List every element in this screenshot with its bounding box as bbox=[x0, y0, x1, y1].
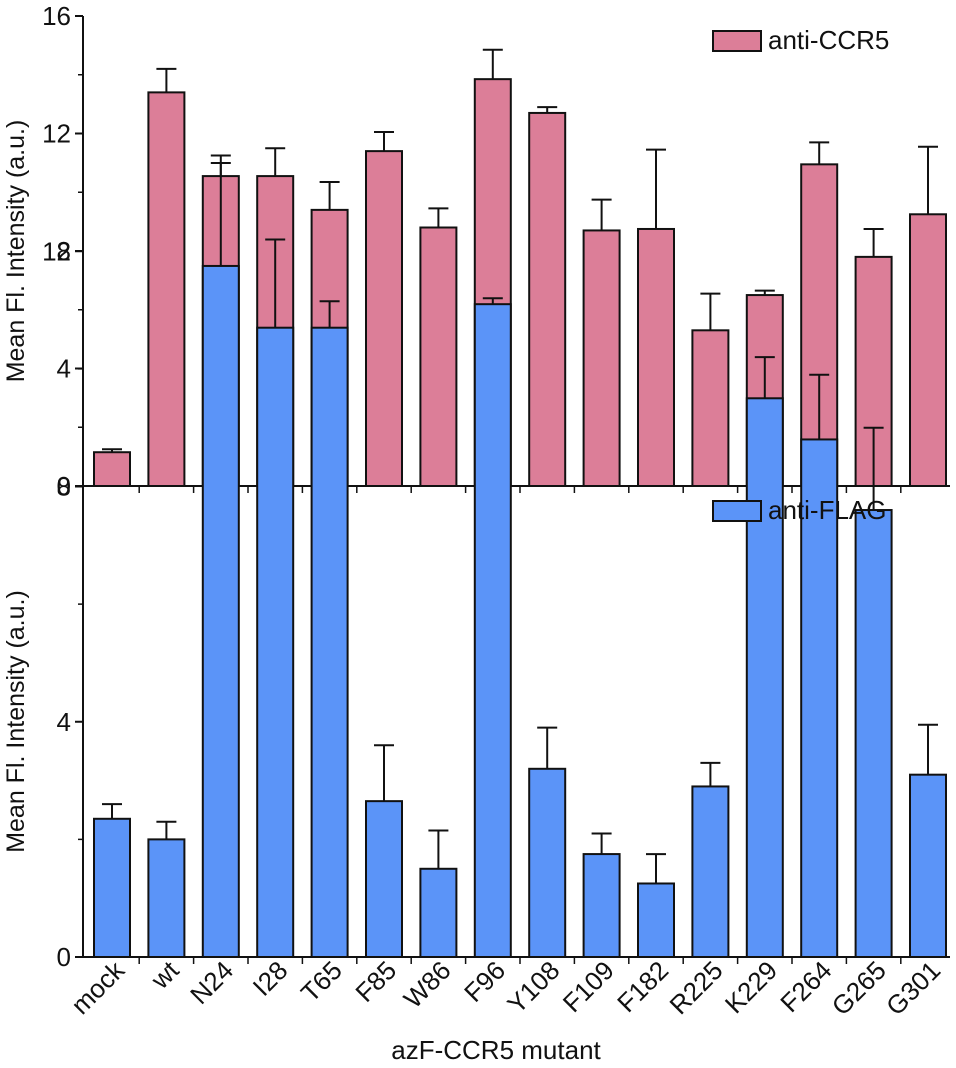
bar-Y108 bbox=[528, 111, 567, 487]
bar-F109 bbox=[582, 229, 621, 487]
y-axis-title: Mean Fl. Intensity (a.u.) bbox=[2, 120, 30, 383]
x-tick-label-N24: N24 bbox=[184, 955, 239, 1010]
bar-N24 bbox=[201, 264, 240, 958]
bar-wt bbox=[147, 91, 186, 487]
x-tick-label-W86: W86 bbox=[398, 955, 457, 1014]
bar-wt bbox=[147, 838, 186, 958]
bar-G301 bbox=[909, 773, 947, 959]
bar-F264 bbox=[800, 438, 839, 958]
bar-F182 bbox=[637, 227, 675, 487]
bar-R225 bbox=[691, 785, 730, 958]
x-tick-label-K229: K229 bbox=[719, 955, 783, 1019]
x-tick-label-F182: F182 bbox=[611, 955, 674, 1018]
x-tick-label-mock: mock bbox=[65, 954, 131, 1020]
bar-F85 bbox=[365, 800, 403, 958]
bar-F96 bbox=[473, 303, 512, 958]
x-tick-label-G265: G265 bbox=[826, 955, 892, 1021]
bar-F85 bbox=[365, 150, 403, 487]
x-tick-label-Y108: Y108 bbox=[501, 955, 565, 1019]
y-tick-label: 12 bbox=[42, 119, 71, 149]
y-tick-label: 4 bbox=[57, 707, 71, 737]
y-tick-label: 8 bbox=[57, 472, 71, 502]
x-tick-label-R225: R225 bbox=[663, 955, 728, 1020]
x-axis-title: azF-CCR5 mutant bbox=[391, 1035, 601, 1063]
bar-mock bbox=[93, 451, 131, 487]
bar-T65 bbox=[310, 326, 349, 958]
y-tick-label: 8 bbox=[57, 236, 71, 266]
x-tick-label-G301: G301 bbox=[880, 955, 946, 1021]
x-tick-label-F264: F264 bbox=[774, 955, 837, 1018]
x-tick-label-I28: I28 bbox=[247, 955, 294, 1002]
bar-mock bbox=[93, 817, 131, 959]
bar-F182 bbox=[637, 882, 675, 958]
bar-G265 bbox=[854, 509, 893, 958]
x-tick-label-F109: F109 bbox=[557, 955, 620, 1018]
legend-swatch bbox=[712, 30, 762, 52]
y-tick-label: 0 bbox=[57, 471, 71, 501]
y-axis-title: Mean Fl. Intensity (a.u.) bbox=[2, 590, 30, 853]
legend-label: anti-FLAG bbox=[768, 495, 887, 525]
bar-G301 bbox=[909, 213, 947, 487]
bar-R225 bbox=[691, 329, 730, 487]
y-tick-label: 16 bbox=[42, 1, 71, 31]
bar-F264 bbox=[800, 163, 839, 487]
legend-swatch bbox=[712, 500, 762, 522]
bar-I28 bbox=[256, 326, 295, 958]
x-tick-label-wt: wt bbox=[144, 954, 185, 995]
bar-K229 bbox=[745, 397, 784, 958]
bar-W86 bbox=[419, 226, 458, 487]
bar-F109 bbox=[582, 853, 621, 958]
bar-Y108 bbox=[528, 767, 567, 958]
bar-W86 bbox=[419, 867, 458, 958]
legend-label: anti-CCR5 bbox=[768, 25, 889, 55]
y-tick-label: 12 bbox=[42, 236, 71, 266]
y-tick-label: 4 bbox=[57, 354, 71, 384]
y-tick-label: 0 bbox=[57, 942, 71, 972]
